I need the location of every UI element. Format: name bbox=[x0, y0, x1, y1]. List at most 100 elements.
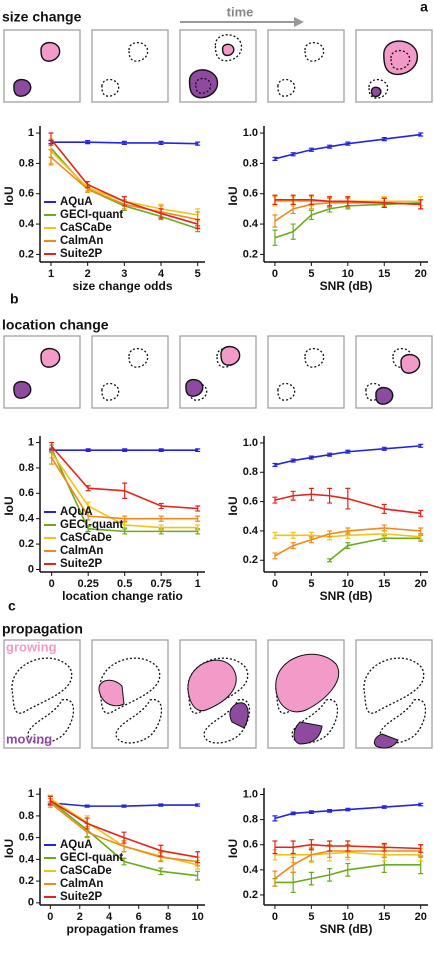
error-bar bbox=[195, 870, 201, 881]
error-bar bbox=[121, 140, 127, 146]
outline bbox=[27, 699, 75, 744]
error-bar bbox=[122, 528, 128, 535]
error-bar bbox=[195, 524, 201, 531]
x-tick-label: 6 bbox=[136, 911, 142, 923]
error-bar bbox=[195, 505, 201, 512]
error-bar bbox=[290, 223, 296, 240]
error-bar bbox=[345, 449, 351, 454]
error-bar bbox=[84, 817, 90, 830]
frame bbox=[267, 639, 345, 749]
error-bar bbox=[158, 524, 164, 531]
y-tick-label: 1.0 bbox=[243, 788, 258, 800]
moving-region bbox=[229, 702, 249, 729]
x-tick-label: 10 bbox=[342, 268, 354, 280]
error-bar bbox=[418, 802, 424, 807]
error-bar bbox=[85, 448, 91, 453]
error-bar bbox=[272, 229, 278, 246]
y-tick-label: 0.8 bbox=[243, 466, 258, 478]
error-bar bbox=[345, 487, 351, 510]
error-bar bbox=[122, 448, 128, 453]
error-bar bbox=[195, 803, 201, 807]
blob bbox=[304, 347, 325, 368]
error-bar bbox=[327, 558, 333, 563]
error-bar bbox=[290, 840, 296, 855]
error-bar bbox=[158, 502, 164, 510]
x-axis-label: SNR (dB) bbox=[320, 589, 373, 603]
legend-label: GECI-quant bbox=[60, 519, 123, 531]
error-bar bbox=[48, 132, 54, 146]
error-bar bbox=[381, 842, 387, 852]
x-axis-label: SNR (dB) bbox=[320, 279, 373, 293]
error-bar bbox=[121, 196, 127, 207]
y-tick-label: 0.4 bbox=[19, 218, 35, 230]
x-tick-label: 20 bbox=[415, 268, 427, 280]
error-bar bbox=[195, 515, 201, 522]
moving-region bbox=[293, 721, 323, 745]
error-bar bbox=[308, 536, 314, 544]
legend-label: CalmAn bbox=[60, 235, 103, 247]
x-tick-label: 10 bbox=[342, 911, 354, 923]
frame bbox=[179, 639, 257, 749]
panel-letter: a bbox=[420, 0, 428, 15]
error-bar bbox=[290, 194, 296, 205]
growing-region bbox=[98, 679, 125, 707]
y-tick-label: 0.2 bbox=[19, 248, 34, 260]
legend-label: GECI-quant bbox=[60, 852, 123, 864]
series-line bbox=[274, 803, 421, 820]
blob bbox=[400, 353, 421, 374]
panel-title: propagation bbox=[2, 621, 83, 637]
error-bar bbox=[381, 197, 387, 208]
x-tick-label: 0 bbox=[49, 578, 55, 590]
y-tick-label: 0.4 bbox=[243, 218, 259, 230]
y-axis-label: IoU bbox=[226, 186, 240, 205]
growing-region bbox=[275, 653, 340, 713]
x-tick-label: 4 bbox=[158, 268, 165, 280]
error-bar bbox=[272, 156, 278, 161]
outline bbox=[203, 699, 251, 744]
error-bar bbox=[381, 805, 387, 809]
y-tick-label: 0.2 bbox=[243, 248, 258, 260]
y-axis-label: IoU bbox=[2, 839, 16, 858]
error-bar bbox=[48, 149, 54, 166]
panel-letter: c bbox=[8, 598, 16, 614]
error-bar bbox=[158, 844, 164, 857]
error-bar bbox=[290, 542, 296, 550]
legend-label: AQuA bbox=[60, 506, 93, 518]
y-tick-label: 1 bbox=[28, 436, 34, 448]
panel-title: location change bbox=[2, 317, 109, 333]
error-bar bbox=[418, 509, 424, 517]
blob bbox=[128, 41, 149, 62]
blob bbox=[221, 43, 235, 57]
y-tick-label: 1.0 bbox=[243, 437, 258, 449]
error-bar bbox=[308, 487, 314, 501]
y-tick-label: 0.6 bbox=[19, 487, 34, 499]
error-bar bbox=[290, 458, 296, 463]
error-bar bbox=[122, 515, 128, 522]
y-tick-label: 0.2 bbox=[243, 889, 258, 901]
error-bar bbox=[290, 152, 296, 157]
error-bar bbox=[308, 839, 314, 851]
error-bar bbox=[158, 803, 164, 807]
legend-label: Suite2P bbox=[60, 558, 103, 570]
error-bar bbox=[327, 840, 333, 852]
blob bbox=[13, 78, 32, 97]
x-tick-label: 15 bbox=[378, 268, 390, 280]
outline bbox=[115, 699, 163, 744]
y-tick-label: 1 bbox=[28, 127, 34, 139]
error-bar bbox=[345, 807, 351, 812]
time-arrow-head bbox=[294, 17, 304, 27]
legend-label: AQuA bbox=[60, 196, 93, 208]
error-bar bbox=[327, 452, 333, 457]
outline bbox=[363, 657, 425, 714]
x-tick-label: 5 bbox=[195, 268, 201, 280]
frame bbox=[267, 29, 345, 103]
blob bbox=[101, 78, 120, 97]
error-bar bbox=[327, 144, 333, 149]
error-bar bbox=[418, 132, 424, 137]
x-tick-label: 1 bbox=[48, 268, 54, 280]
legend-label: CaSCaDe bbox=[60, 532, 112, 544]
blob bbox=[304, 41, 325, 62]
y-axis-label: IoU bbox=[226, 839, 240, 858]
error-bar bbox=[327, 808, 333, 813]
legend-label: AQuA bbox=[60, 839, 93, 851]
